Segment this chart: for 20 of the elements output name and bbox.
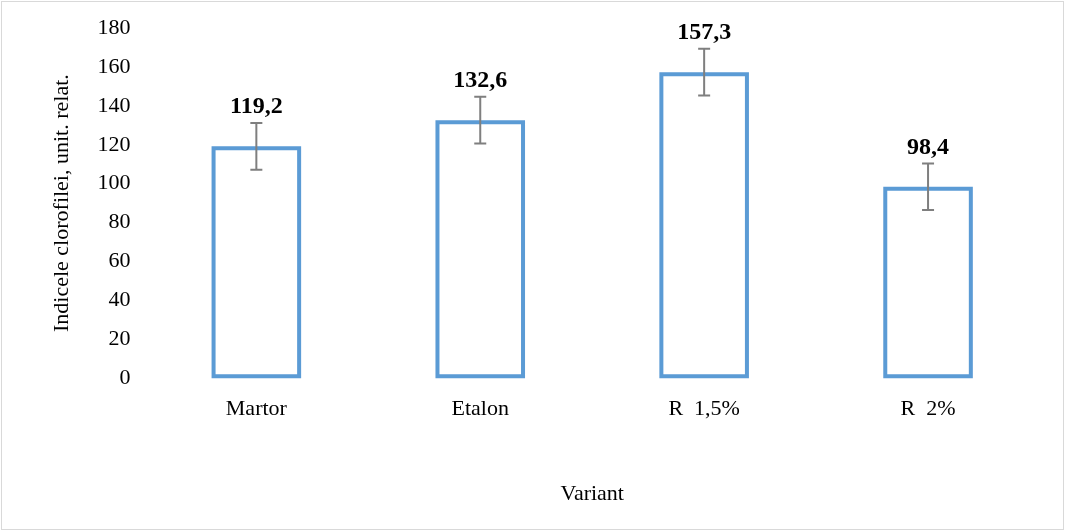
- y-tick-label: 20: [108, 325, 131, 351]
- data-label: 132,6: [453, 66, 508, 93]
- y-tick-label: 100: [97, 169, 131, 195]
- x-tick-label: R 2%: [900, 395, 956, 421]
- x-tick-label: Etalon: [451, 395, 509, 421]
- y-tick-label: 0: [119, 363, 131, 389]
- x-tick-label: Martor: [225, 395, 288, 421]
- y-tick-label: 80: [108, 208, 131, 234]
- data-label: 157,3: [677, 18, 732, 45]
- y-tick-label: 120: [97, 130, 131, 156]
- y-tick-label: 60: [108, 247, 131, 273]
- data-label: 98,4: [907, 132, 950, 159]
- y-axis-title: Indicele clorofilei, unit. relat.: [47, 74, 73, 332]
- y-tick-label: 180: [97, 13, 131, 39]
- y-tick-label: 160: [97, 52, 131, 78]
- x-axis-title: Variant: [560, 479, 624, 505]
- y-tick-label: 140: [97, 91, 131, 117]
- data-label: 119,2: [230, 92, 283, 119]
- x-tick-label: R 1,5%: [668, 395, 740, 421]
- y-tick-label: 40: [108, 286, 131, 312]
